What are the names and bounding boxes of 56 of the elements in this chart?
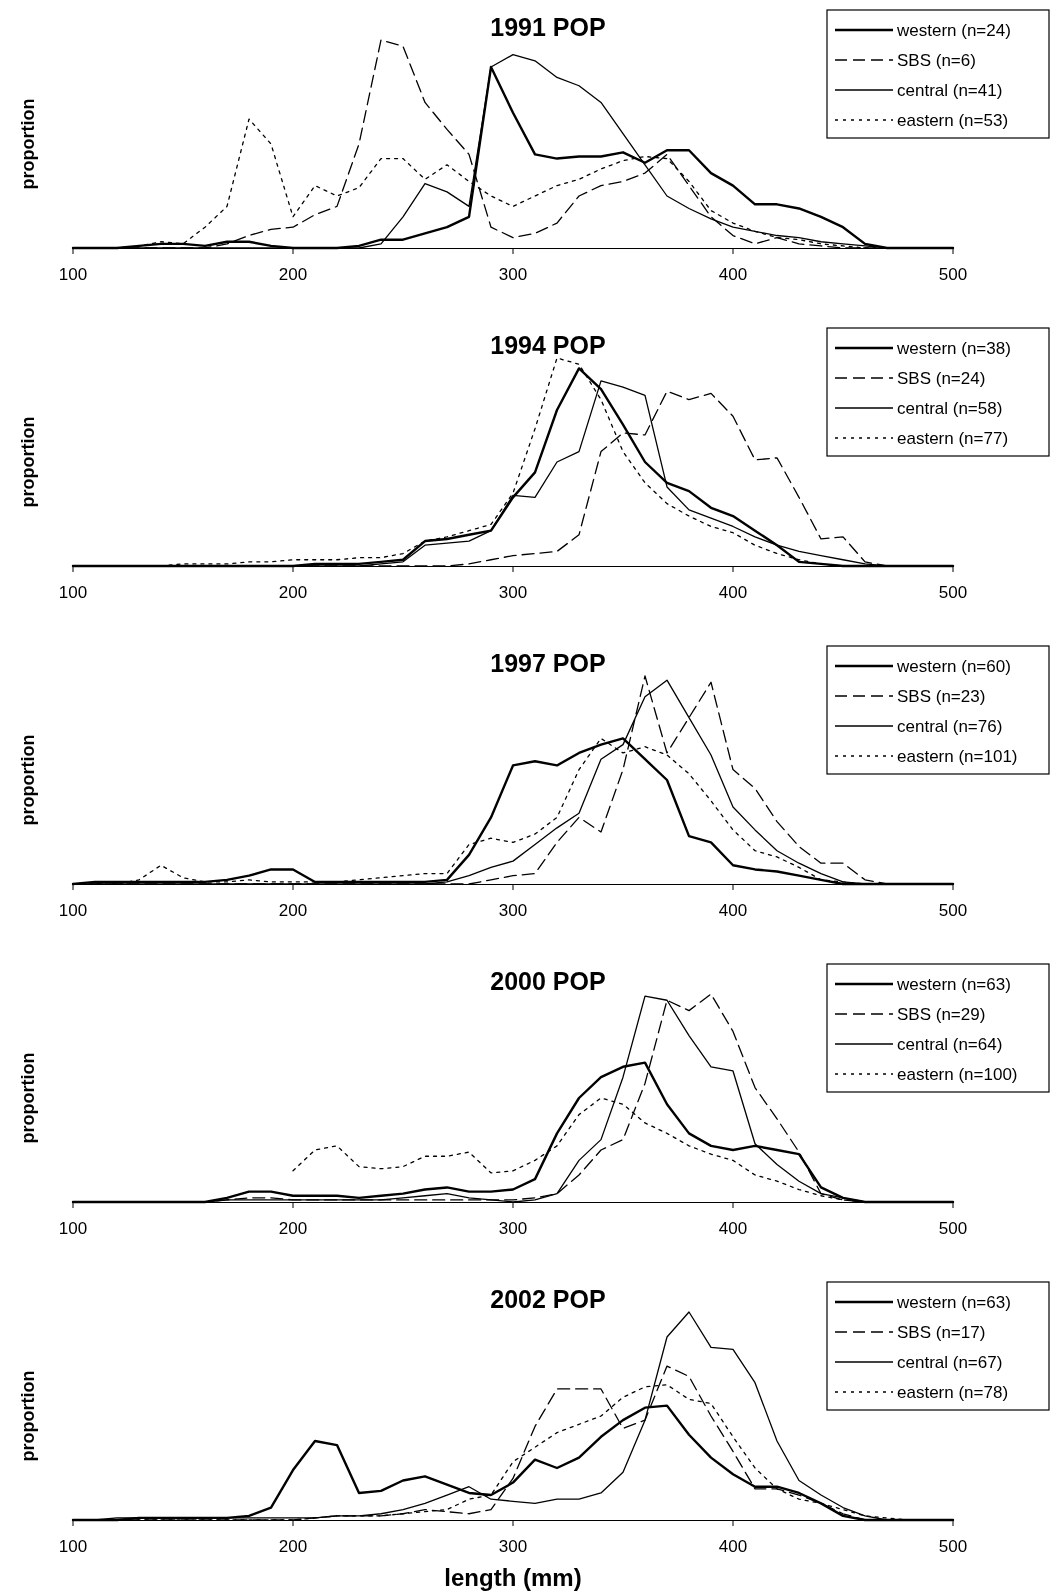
chart-title: 2002 POP [490,1285,606,1313]
legend-label: central (n=76) [897,717,1003,736]
legend-label: SBS (n=17) [897,1323,986,1342]
legend-label: western (n=63) [896,1293,1011,1312]
x-tick-label: 100 [58,1219,88,1238]
legend-label: western (n=63) [896,975,1011,994]
x-tick-label: 300 [498,1219,528,1238]
x-tick-label: 400 [718,265,748,284]
x-tick-label: 100 [58,583,88,602]
chart-title: 2000 POP [490,967,606,995]
x-tick-label: 500 [938,265,968,284]
legend-label: central (n=67) [897,1353,1003,1372]
legend-label: SBS (n=29) [897,1005,986,1024]
y-axis-title: proportion [18,1370,38,1462]
x-tick-label: 300 [498,901,528,920]
x-tick-label: 300 [498,1537,528,1556]
legend-label: central (n=41) [897,81,1003,100]
y-axis-title: proportion [18,416,38,508]
legend-label: central (n=64) [897,1035,1003,1054]
x-tick-label: 200 [278,583,308,602]
y-axis-title: proportion [18,1052,38,1144]
x-tick-label: 400 [718,583,748,602]
x-tick-label: 300 [498,265,528,284]
legend-label: eastern (n=53) [897,111,1009,130]
x-tick-label: 400 [718,1537,748,1556]
x-tick-label: 400 [718,901,748,920]
chart-title: 1994 POP [490,331,606,359]
x-tick-label: 100 [58,1537,88,1556]
legend-label: eastern (n=77) [897,429,1009,448]
legend-label: eastern (n=78) [897,1383,1009,1402]
x-tick-label: 300 [498,583,528,602]
x-tick-label: 500 [938,1537,968,1556]
chart-title: 1991 POP [490,13,606,41]
legend-label: eastern (n=100) [897,1065,1018,1084]
x-tick-label: 500 [938,583,968,602]
chart-title: 1997 POP [490,649,606,677]
y-axis-title: proportion [18,98,38,190]
x-tick-label: 100 [58,265,88,284]
x-tick-label: 200 [278,1537,308,1556]
legend-label: western (n=38) [896,339,1011,358]
legend-label: western (n=24) [896,21,1011,40]
x-tick-label: 400 [718,1219,748,1238]
x-tick-label: 200 [278,265,308,284]
legend-label: western (n=60) [896,657,1011,676]
x-tick-label: 200 [278,1219,308,1238]
legend-label: central (n=58) [897,399,1003,418]
x-tick-label: 500 [938,1219,968,1238]
x-tick-label: 100 [58,901,88,920]
y-axis-title: proportion [18,734,38,826]
x-tick-label: 200 [278,901,308,920]
x-axis-title: length (mm) [444,1564,582,1591]
legend-label: SBS (n=6) [897,51,976,70]
legend-label: SBS (n=24) [897,369,986,388]
legend-label: eastern (n=101) [897,747,1018,766]
legend-label: SBS (n=23) [897,687,986,706]
x-tick-label: 500 [938,901,968,920]
